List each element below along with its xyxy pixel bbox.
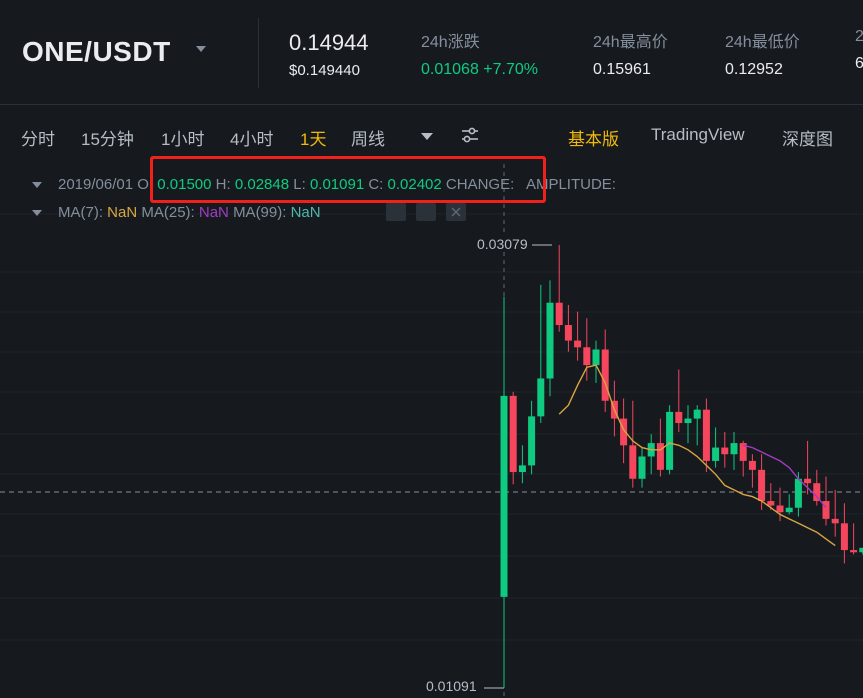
- ma7-label: MA(7):: [58, 204, 103, 221]
- candle-body: [656, 443, 664, 470]
- candle-body: [564, 324, 572, 341]
- stat-value: 0.01068 +7.70%: [421, 61, 538, 78]
- interval-tab-1h[interactable]: 1小时: [161, 130, 205, 149]
- candle-body: [721, 447, 729, 455]
- stat-label: 24h涨跌: [421, 34, 480, 51]
- legend-high-label: H:: [215, 176, 231, 193]
- legend-change-label: CHANGE:: [445, 176, 515, 193]
- candle-body: [785, 507, 793, 513]
- candle-body: [509, 395, 517, 473]
- last-price: 0.14944: [289, 30, 369, 55]
- candle-body: [583, 347, 591, 366]
- candle-body: [693, 409, 701, 419]
- candle-body: [748, 460, 756, 470]
- low-price-label: 0.01091: [424, 678, 479, 694]
- ma25-label: MA(25):: [141, 204, 195, 221]
- legend-low-label: L:: [293, 176, 306, 193]
- candle-body: [767, 501, 775, 506]
- candle-body: [859, 547, 863, 553]
- ma7-value: NaN: [107, 204, 138, 221]
- candle-body: [702, 409, 710, 461]
- candle-body: [831, 518, 839, 524]
- stat-label: 2: [855, 28, 863, 45]
- legend-open-label: O:: [137, 176, 154, 193]
- eye-icon[interactable]: [386, 203, 406, 221]
- collapse-ma-legend-icon[interactable]: [32, 210, 42, 216]
- interval-tab-time[interactable]: 分时: [21, 130, 55, 149]
- settings-sliders-icon[interactable]: [460, 125, 480, 145]
- ticker-header: ONE/USDT 0.14944 $0.149440 24h涨跌 0.01068…: [0, 0, 863, 105]
- divider: [258, 18, 259, 88]
- candle-body: [822, 501, 830, 519]
- candlestick-plot[interactable]: [0, 164, 863, 698]
- stat-24h-low: 24h最低价 0.12952: [725, 28, 800, 79]
- view-tab-basic[interactable]: 基本版: [568, 130, 619, 149]
- chevron-down-icon[interactable]: [196, 46, 206, 52]
- legend-amplitude-label: AMPLITUDE:: [525, 176, 616, 193]
- ma25-value: NaN: [198, 204, 229, 221]
- candle-body: [675, 411, 683, 424]
- candle-body: [730, 443, 738, 455]
- candle-body: [518, 465, 526, 473]
- candle-body: [758, 469, 766, 502]
- candle-body: [620, 418, 628, 446]
- legend-low-value: 0.01091: [309, 176, 365, 193]
- stat-value: 6: [855, 55, 863, 72]
- more-intervals-chevron-icon[interactable]: [421, 133, 433, 140]
- collapse-legend-icon[interactable]: [32, 182, 42, 188]
- view-tab-tradingview[interactable]: TradingView: [651, 125, 745, 144]
- ma-legend: MA(7): NaN MA(25): NaN MA(99): NaN: [58, 204, 321, 221]
- candle-body: [500, 395, 508, 597]
- usd-price: $0.149440: [289, 62, 360, 79]
- candle-body: [629, 445, 637, 479]
- candle-body: [546, 302, 554, 379]
- candle-body: [712, 447, 720, 461]
- legend-date: 2019/06/01: [58, 176, 134, 193]
- legend-open-value: 0.01500: [157, 176, 212, 193]
- close-icon[interactable]: [446, 203, 466, 221]
- ma25-line: [743, 444, 827, 509]
- candle-body: [794, 478, 802, 508]
- candle-body: [574, 340, 582, 348]
- candle-body: [537, 378, 545, 417]
- legend-close-label: C:: [368, 176, 384, 193]
- interval-tab-week[interactable]: 周线: [351, 130, 385, 149]
- candle-body: [528, 416, 536, 466]
- high-price-label: 0.03079: [475, 236, 530, 252]
- candle-body: [592, 349, 600, 366]
- interval-tab-4h[interactable]: 4小时: [230, 130, 274, 149]
- candle-body: [684, 418, 692, 424]
- stat-24h-change: 24h涨跌 0.01068 +7.70%: [421, 28, 538, 79]
- candle-body: [850, 550, 858, 553]
- candle-body: [638, 456, 646, 479]
- view-tab-depth[interactable]: 深度图: [782, 130, 833, 149]
- stat-value: 0.15961: [593, 61, 651, 78]
- candle-body: [555, 302, 563, 325]
- interval-tab-15m[interactable]: 15分钟: [81, 130, 134, 149]
- gear-icon[interactable]: [416, 203, 436, 221]
- candle-body: [739, 443, 747, 461]
- chart-toolbar: 分时 15分钟 1小时 4小时 1天 周线 基本版 TradingView 深度…: [0, 106, 863, 164]
- candle-body: [813, 483, 821, 502]
- legend-high-value: 0.02848: [234, 176, 290, 193]
- kline-chart[interactable]: 2019/06/01 O: 0.01500 H: 0.02848 L: 0.01…: [0, 164, 863, 698]
- candle-body: [840, 523, 848, 551]
- stat-24h-high: 24h最高价 0.15961: [593, 28, 668, 79]
- candle-body: [804, 478, 812, 484]
- legend-close-value: 0.02402: [387, 176, 442, 193]
- trading-pair[interactable]: ONE/USDT: [22, 36, 171, 67]
- stat-24h-volume: 2 6: [855, 28, 863, 73]
- stat-value: 0.12952: [725, 61, 783, 78]
- ma99-value: NaN: [290, 204, 321, 221]
- stat-label: 24h最高价: [593, 34, 668, 51]
- candle-body: [666, 411, 674, 470]
- candle-body: [776, 505, 784, 513]
- stat-label: 24h最低价: [725, 34, 800, 51]
- ma99-label: MA(99):: [233, 204, 287, 221]
- ohlc-legend: 2019/06/01 O: 0.01500 H: 0.02848 L: 0.01…: [58, 176, 616, 193]
- interval-tab-1d[interactable]: 1天: [300, 130, 327, 149]
- ma7-line: [558, 364, 836, 547]
- candle-body: [601, 349, 609, 401]
